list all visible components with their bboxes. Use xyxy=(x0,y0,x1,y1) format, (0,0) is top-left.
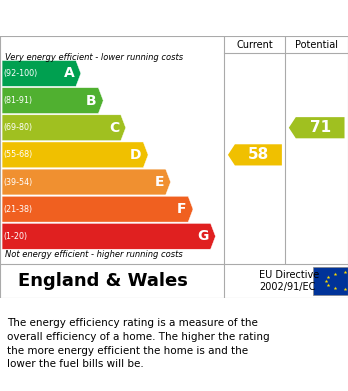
Text: D: D xyxy=(130,148,142,162)
Text: (55-68): (55-68) xyxy=(4,151,33,160)
Polygon shape xyxy=(228,144,282,165)
Text: (69-80): (69-80) xyxy=(4,123,33,132)
Text: EU Directive
2002/91/EC: EU Directive 2002/91/EC xyxy=(259,270,319,292)
Text: Very energy efficient - lower running costs: Very energy efficient - lower running co… xyxy=(5,53,183,62)
Text: 71: 71 xyxy=(310,120,331,135)
Text: Potential: Potential xyxy=(295,39,338,50)
Polygon shape xyxy=(289,117,345,138)
Polygon shape xyxy=(2,88,103,113)
Text: E: E xyxy=(155,175,164,189)
Text: Energy Efficiency Rating: Energy Efficiency Rating xyxy=(10,9,239,27)
Text: The energy efficiency rating is a measure of the
overall efficiency of a home. T: The energy efficiency rating is a measur… xyxy=(7,318,270,369)
Polygon shape xyxy=(2,142,148,168)
Text: C: C xyxy=(109,121,119,135)
Polygon shape xyxy=(2,196,193,222)
Text: F: F xyxy=(177,202,187,216)
Text: A: A xyxy=(63,66,74,81)
Polygon shape xyxy=(2,223,215,249)
Bar xyxy=(314,267,348,294)
Polygon shape xyxy=(2,115,126,141)
Text: B: B xyxy=(86,93,97,108)
Text: Current: Current xyxy=(237,39,273,50)
Polygon shape xyxy=(2,61,81,86)
Text: England & Wales: England & Wales xyxy=(18,272,188,290)
Text: (1-20): (1-20) xyxy=(4,232,28,241)
Text: (21-38): (21-38) xyxy=(4,204,33,213)
Text: (92-100): (92-100) xyxy=(4,69,38,78)
Text: 58: 58 xyxy=(248,147,269,162)
Text: (39-54): (39-54) xyxy=(4,178,33,187)
Text: (81-91): (81-91) xyxy=(4,96,33,105)
Polygon shape xyxy=(2,169,171,195)
Text: G: G xyxy=(198,229,209,243)
Text: Not energy efficient - higher running costs: Not energy efficient - higher running co… xyxy=(5,250,183,259)
